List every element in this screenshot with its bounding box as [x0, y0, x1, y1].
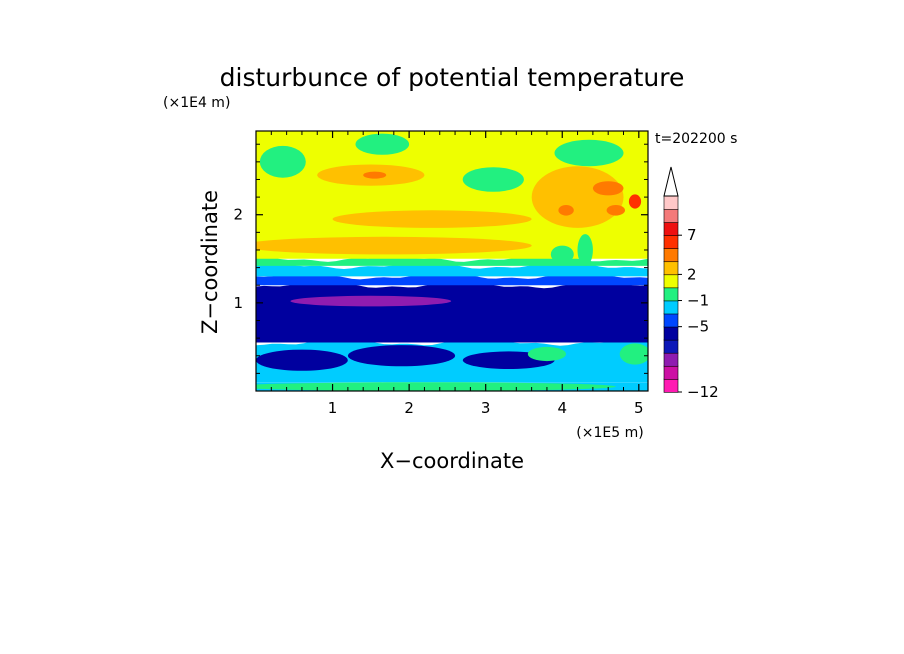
x-unit-label: (×1E5 m): [576, 425, 643, 441]
chart-title: disturbunce of potential temperature: [220, 63, 685, 92]
y-unit-label: (×1E4 m): [163, 95, 230, 111]
colorbar-swatch: [663, 208, 679, 223]
contour-feature: [290, 295, 452, 307]
contour-feature: [259, 145, 306, 178]
colorbar-label: −5: [687, 318, 709, 336]
y-tick-label: 2: [233, 206, 243, 224]
contour-feature: [363, 171, 387, 179]
y-axis-label: Z−coordinate: [198, 190, 222, 334]
contour-feature: [347, 345, 456, 367]
contour-feature: [531, 166, 624, 228]
contour-band: [256, 282, 648, 343]
contour-feature: [332, 210, 532, 228]
contour-feature: [355, 133, 410, 155]
x-tick-label: 4: [557, 399, 567, 417]
contour-feature: [550, 245, 574, 264]
colorbar-label: −1: [687, 292, 709, 310]
colorbar-swatch: [663, 274, 679, 289]
colorbar-swatch: [663, 261, 679, 276]
x-axis-ticks: 1 2 3 4 5: [270, 131, 644, 417]
contour-feature: [554, 139, 624, 167]
time-label: t=202200 s: [655, 131, 737, 147]
contour-feature: [606, 205, 625, 216]
colorbar-swatch: [663, 247, 679, 263]
colorbar-swatch: [663, 365, 679, 380]
colorbar-swatch: [663, 378, 679, 393]
contour-band: [256, 262, 648, 277]
contour-feature: [462, 167, 524, 192]
colorbar-swatch: [663, 300, 679, 315]
x-tick-label: 5: [634, 399, 644, 417]
colorbar-swatch: [663, 352, 679, 367]
colorbar-swatch: [663, 221, 679, 236]
y-tick-label: 1: [233, 294, 243, 312]
contour-band: [256, 131, 648, 259]
colorbar-label: 7: [687, 226, 697, 244]
colorbar-swatch: [663, 195, 679, 210]
colorbar-swatch: [663, 326, 679, 341]
colorbar-extend-arrow: [663, 166, 679, 197]
colorbar-label: 2: [687, 265, 697, 283]
colorbar: −12−5−127: [663, 166, 719, 401]
x-tick-label: 3: [481, 399, 491, 417]
colorbar-swatch: [663, 339, 679, 354]
colorbar-swatch: [663, 287, 679, 302]
colorbar-swatch: [663, 234, 679, 249]
contour-feature: [619, 343, 648, 365]
y-axis-ticks: 12: [233, 143, 648, 374]
contour-feature: [592, 181, 624, 196]
contour-feature: [256, 236, 532, 255]
contour-feature: [527, 346, 567, 362]
contour-feature: [256, 382, 616, 391]
colorbar-label: −12: [687, 383, 719, 401]
contour-field: [256, 131, 648, 391]
x-axis-label: X−coordinate: [380, 449, 524, 473]
contour-feature: [558, 205, 574, 216]
contour-feature: [577, 234, 593, 266]
x-tick-label: 1: [328, 399, 338, 417]
plot-frame: [255, 130, 649, 392]
colorbar-swatch: [663, 313, 679, 328]
contour-feature: [628, 194, 642, 209]
x-tick-label: 2: [404, 399, 414, 417]
contour-feature: [256, 349, 348, 371]
